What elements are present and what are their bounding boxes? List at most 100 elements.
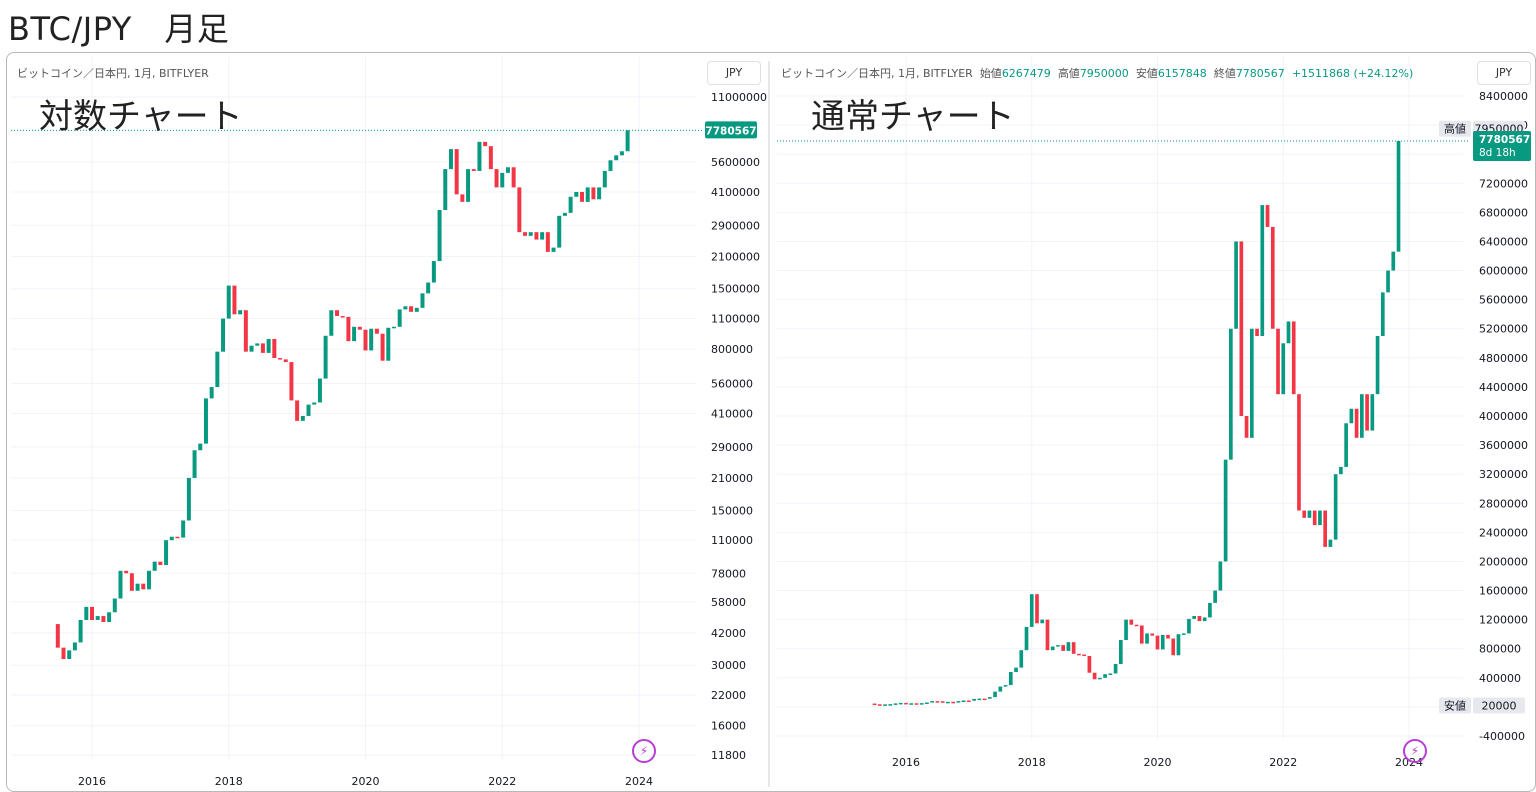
linear-chart-canvas[interactable]: 8400000800000076000007200000680000064000… (773, 53, 1535, 791)
candle (568, 196, 573, 213)
candle (454, 149, 459, 195)
candle (1192, 616, 1197, 619)
y-tick-label: 2800000 (1479, 497, 1528, 510)
candle (872, 703, 877, 706)
y-tick-label: 1500000 (711, 283, 760, 296)
high-value: 7950000 (1079, 67, 1129, 80)
candle (1380, 292, 1385, 336)
candle (1302, 510, 1307, 518)
candle (409, 306, 414, 312)
candle (1187, 618, 1191, 634)
candle (135, 583, 140, 591)
candle (403, 306, 408, 310)
candle (129, 573, 134, 591)
candle (346, 316, 351, 342)
candle (1014, 667, 1018, 672)
y-tick-label: 560000 (711, 378, 753, 391)
y-tick-label: 22000 (711, 689, 746, 702)
x-tick-label: 2018 (1018, 756, 1046, 769)
candle (1071, 642, 1076, 654)
candle (1160, 634, 1165, 650)
candle (386, 327, 391, 361)
log-chart-canvas[interactable]: 11000000 5600000 4100000 2900000 2100000 1500… (7, 53, 767, 791)
page-title: BTC/JPY 月足 (8, 10, 230, 48)
y-tick-label: 800000 (1479, 643, 1521, 656)
candle (1176, 634, 1181, 656)
linear-chart-panel[interactable]: 8400000800000076000007200000680000064000… (773, 53, 1535, 791)
lightning-icon[interactable]: ⚡ (1403, 739, 1427, 763)
log-currency-button[interactable]: JPY (707, 61, 761, 85)
candle (238, 310, 243, 315)
log-chart-header: ビットコイン／日本円, 1月, BITFLYER (17, 67, 209, 80)
y-tick-label: 6800000 (1479, 206, 1528, 219)
candle (483, 141, 488, 147)
candle (1056, 645, 1060, 647)
y-tick-label: 110000 (711, 534, 753, 547)
candle (1391, 251, 1396, 271)
last-price-label: 7780567 (705, 125, 756, 137)
candle (124, 570, 129, 574)
candle (1197, 616, 1202, 622)
candle (1239, 241, 1244, 416)
candle (1077, 653, 1081, 656)
candle (557, 215, 562, 248)
y-tick-label: 11000000 (711, 91, 767, 104)
candle (1113, 664, 1118, 674)
candle (95, 616, 100, 620)
candle (203, 398, 208, 444)
candle (1360, 394, 1364, 438)
candle (112, 598, 117, 613)
high-tag-label: 高値 (1444, 122, 1466, 136)
candle (1375, 336, 1380, 395)
last-price-tag (1473, 131, 1531, 162)
candle (1281, 343, 1286, 395)
candle (1098, 677, 1102, 680)
candle (374, 328, 379, 334)
candle (1291, 321, 1296, 395)
candle (972, 698, 976, 701)
candle (500, 172, 505, 188)
y-tick-label: 78000 (711, 567, 746, 580)
candle (460, 194, 465, 202)
candle (1003, 685, 1008, 687)
candle (551, 247, 556, 252)
y-tick-label: 3600000 (1479, 439, 1528, 452)
candle (471, 169, 476, 171)
change-value: +1511868 (+24.12%) (1291, 67, 1414, 80)
candle (1318, 510, 1322, 526)
candle (249, 345, 254, 352)
candle (1234, 241, 1238, 329)
candle (55, 624, 60, 648)
candle (1118, 640, 1123, 664)
x-tick-label: 2016 (892, 756, 920, 769)
candle (186, 477, 191, 521)
candle (967, 700, 971, 703)
low-tag-label: 安値 (1444, 698, 1466, 712)
candle (477, 141, 482, 171)
candle (300, 415, 305, 421)
y-tick-label: 6000000 (1479, 265, 1528, 278)
lightning-icon[interactable]: ⚡ (632, 739, 656, 763)
y-tick-label: 2900000 (711, 219, 760, 232)
log-chart-panel[interactable]: 11000000 5600000 4100000 2900000 2100000 1500… (7, 53, 767, 791)
close-label: 終値 (1213, 67, 1236, 80)
candle (534, 232, 539, 240)
candle (1082, 654, 1086, 657)
panel-divider[interactable] (768, 61, 770, 787)
candle (1312, 510, 1317, 526)
open-value: 6267479 (1001, 67, 1051, 80)
candle (893, 703, 898, 705)
candle (1249, 328, 1254, 438)
candle (511, 167, 516, 188)
high-tag-box (1439, 120, 1471, 137)
candle (1208, 602, 1212, 618)
candle (101, 616, 106, 623)
candle (946, 701, 950, 704)
linear-currency-button[interactable]: JPY (1477, 61, 1531, 85)
candle (1145, 633, 1149, 644)
candle (585, 187, 590, 202)
y-tick-label: 11800 (711, 749, 746, 762)
candle (914, 703, 919, 705)
countdown-label: 8d 18h (1479, 147, 1516, 159)
y-tick-label: 7200000 (1479, 177, 1528, 190)
